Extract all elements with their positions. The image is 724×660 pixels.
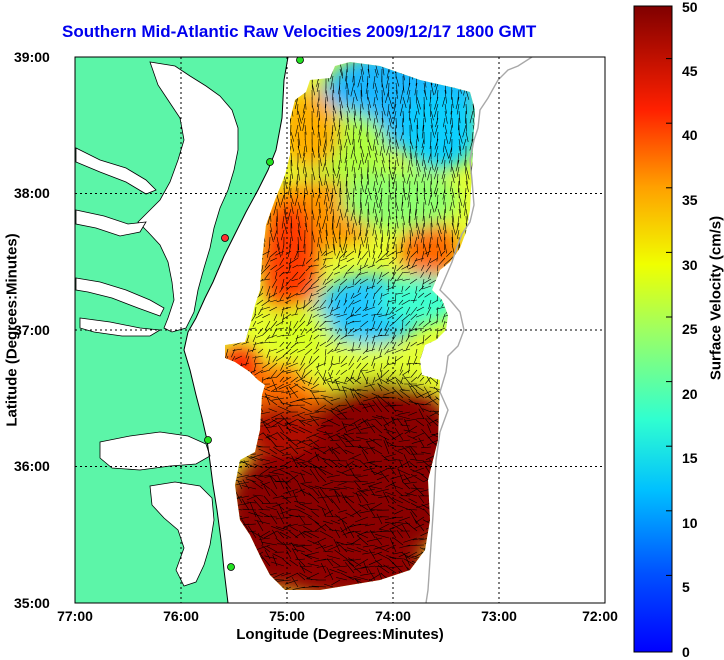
station-marker-2 [267,159,274,166]
colorbar-label: Surface Velocity (cm/s) [708,216,724,380]
x-tick-label: 77:00 [57,608,93,624]
x-tick-label: 74:00 [375,608,411,624]
colorbar-tick-label: 25 [682,321,698,337]
colorbar [634,6,672,652]
x-tick-label: 73:00 [481,608,517,624]
x-tick-label: 76:00 [163,608,199,624]
station-marker-5 [228,564,235,571]
colorbar-tick-label: 50 [682,0,698,15]
station-marker-3 [222,235,229,242]
colorbar-tick-label: 40 [682,127,698,143]
y-axis-label: Latitude (Degrees:Minutes) [4,233,21,426]
y-tick-label: 39:00 [14,49,50,65]
colorbar-tick-label: 15 [682,450,698,466]
x-tick-label: 72:00 [582,608,618,624]
y-tick-label: 36:00 [14,458,50,474]
colorbar-tick-label: 35 [682,192,698,208]
colorbar-tick-label: 0 [682,644,690,660]
x-axis-label: Longitude (Degrees:Minutes) [236,626,444,643]
station-marker-4 [205,437,212,444]
colorbar-tick-label: 10 [682,515,698,531]
station-marker-1 [297,57,304,64]
y-tick-label: 38:00 [14,185,50,201]
y-tick-label: 35:00 [14,595,50,611]
x-tick-label: 75:00 [269,608,305,624]
colorbar-tick-label: 5 [682,579,690,595]
colorbar-tick-label: 30 [682,257,698,273]
colorbar-tick-label: 45 [682,63,698,79]
colorbar-tick-label: 20 [682,386,698,402]
